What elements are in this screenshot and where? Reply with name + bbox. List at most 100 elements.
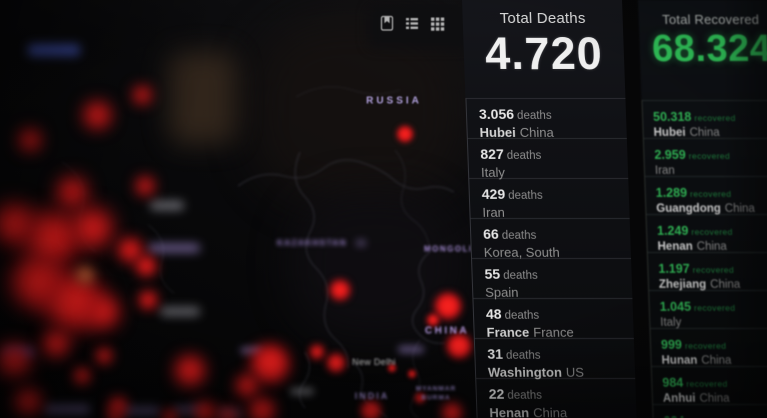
recovered-count: 1.289 bbox=[655, 186, 688, 200]
recovered-count: 1.197 bbox=[658, 262, 690, 276]
country-name: China bbox=[519, 125, 554, 140]
region-name: Zhejiang bbox=[658, 279, 707, 291]
country-name: China bbox=[699, 393, 730, 405]
region-name: Hunan bbox=[661, 355, 698, 367]
death-count: 31 bbox=[487, 346, 504, 362]
death-unit-label: deaths bbox=[501, 230, 537, 242]
recovered-count: 1.249 bbox=[656, 224, 689, 238]
bookmark-icon[interactable] bbox=[380, 15, 394, 32]
total-deaths-value: 4.720 bbox=[484, 28, 604, 79]
total-recovered-panel: Total Recovered 68.324 50.318 recovered H… bbox=[638, 0, 767, 418]
grid-icon[interactable] bbox=[430, 15, 445, 32]
death-count: 22 bbox=[488, 386, 505, 402]
recovered-list: 50.318 recovered Hubei China 2.959 recovere… bbox=[641, 100, 767, 418]
deaths-list-item[interactable]: 429 deaths Iran bbox=[469, 178, 630, 220]
country-name: Korea, South bbox=[483, 245, 560, 260]
recovered-list-item[interactable]: 1.045 recovered Italy bbox=[649, 290, 767, 329]
death-unit-label: deaths bbox=[504, 310, 540, 322]
total-recovered-value: 68.324 bbox=[651, 28, 767, 70]
total-deaths-header: Total Deaths 4.720 bbox=[462, 0, 625, 98]
death-count: 66 bbox=[482, 226, 500, 242]
country-name: Italy bbox=[480, 165, 506, 180]
recovered-list-item[interactable]: 1.289 recovered Guangdong China bbox=[645, 176, 767, 215]
recovered-unit-label: recovered bbox=[691, 227, 733, 237]
deaths-list-item[interactable]: 48 deaths France France bbox=[473, 298, 634, 340]
recovered-list-item[interactable]: 999 recovered Hunan China bbox=[650, 328, 767, 367]
map-label: CHINA bbox=[424, 325, 470, 337]
map-label: BURMA bbox=[421, 394, 451, 402]
total-recovered-title: Total Recovered bbox=[661, 12, 760, 27]
recovered-count: 934 bbox=[663, 414, 684, 418]
recovered-unit-label: recovered bbox=[686, 379, 728, 389]
region-name: Guangdong bbox=[656, 203, 722, 215]
death-unit-label: deaths bbox=[516, 110, 552, 122]
map-labels: RUSSIA KAZAKHSTAN MONGOLIA CHINA New Delhi IN… bbox=[277, 95, 478, 402]
region-name: France bbox=[486, 325, 530, 340]
total-deaths-panel: Total Deaths 4.720 3.056 deaths Hubei Chin… bbox=[462, 0, 637, 418]
region-name: Washington bbox=[487, 365, 563, 380]
recovered-unit-label: recovered bbox=[693, 303, 736, 313]
death-count: 827 bbox=[480, 146, 505, 162]
country-name: China bbox=[724, 203, 756, 215]
recovered-list-item[interactable]: 1.197 recovered Zhejiang China bbox=[647, 252, 767, 291]
deaths-list: 3.056 deaths Hubei China 827 deaths Italy 4… bbox=[465, 98, 637, 418]
map-toolbar bbox=[380, 15, 445, 32]
deaths-list-item[interactable]: 827 deaths Italy bbox=[467, 138, 629, 180]
map-label: MYANMAR bbox=[415, 385, 457, 393]
country-name: China bbox=[701, 355, 732, 367]
death-unit-label: deaths bbox=[506, 150, 542, 162]
country-name: China bbox=[696, 241, 728, 253]
recovered-list-item[interactable]: 984 recovered Anhui China bbox=[651, 366, 767, 405]
region-name: Anhui bbox=[662, 393, 696, 405]
map-label: RUSSIA bbox=[366, 95, 422, 107]
recovered-unit-label: recovered bbox=[684, 341, 727, 351]
region-name: Henan bbox=[657, 241, 693, 253]
country-name: Iran bbox=[482, 205, 506, 220]
recovered-list-item[interactable]: 934recovered JiangxiChina bbox=[653, 404, 767, 418]
map-label: KAZAKHSTAN bbox=[277, 238, 347, 248]
region-name: Henan bbox=[489, 405, 530, 418]
map-label: New Delhi bbox=[352, 357, 396, 367]
death-count: 48 bbox=[485, 306, 502, 322]
deaths-list-item[interactable]: 66 deaths Korea, South bbox=[470, 218, 632, 260]
deaths-list-item[interactable]: 31 deaths Washington US bbox=[474, 338, 636, 380]
recovered-unit-label: recovered bbox=[688, 151, 731, 161]
death-unit-label: deaths bbox=[503, 270, 538, 282]
recovered-unit-label: recovered bbox=[692, 265, 735, 275]
country-name: Spain bbox=[484, 285, 519, 300]
total-recovered-header: Total Recovered 68.324 bbox=[638, 0, 767, 100]
country-name: US bbox=[565, 365, 585, 380]
country-name: France bbox=[532, 325, 574, 340]
recovered-list-item[interactable]: 1.249 recovered Henan China bbox=[646, 214, 767, 253]
total-deaths-title: Total Deaths bbox=[499, 10, 586, 27]
recovered-count: 50.318 bbox=[652, 110, 692, 124]
world-map[interactable]: RUSSIA KAZAKHSTAN MONGOLIA CHINA New Delhi IN… bbox=[0, 0, 485, 418]
legend-icon[interactable] bbox=[405, 15, 419, 32]
recovered-count: 1.045 bbox=[659, 300, 692, 314]
recovered-list-item[interactable]: 2.959 recovered Iran bbox=[643, 138, 767, 177]
deaths-list-item[interactable]: 55 deaths Spain bbox=[472, 258, 633, 300]
country-name: China bbox=[532, 405, 568, 418]
recovered-count: 999 bbox=[660, 338, 683, 352]
death-count: 429 bbox=[481, 186, 506, 202]
recovered-list-item[interactable]: 50.318 recovered Hubei China bbox=[642, 100, 767, 139]
recovered-count: 2.959 bbox=[654, 148, 686, 162]
map-label: INDIA bbox=[354, 391, 390, 401]
death-unit-label: deaths bbox=[507, 390, 543, 402]
country-name: Iran bbox=[654, 165, 676, 177]
deaths-list-item[interactable]: 22 deaths Henan China bbox=[476, 378, 637, 418]
recovered-count: 984 bbox=[662, 376, 684, 390]
death-count: 55 bbox=[484, 266, 501, 282]
country-name: Italy bbox=[660, 317, 682, 329]
deaths-list-item[interactable]: 3.056 deaths Hubei China bbox=[466, 98, 627, 140]
country-name: China bbox=[710, 279, 741, 291]
recovered-unit-label: recovered bbox=[689, 189, 732, 199]
death-unit-label: deaths bbox=[507, 190, 543, 202]
death-unit-label: deaths bbox=[505, 350, 541, 362]
recovered-unit-label: recovered bbox=[694, 113, 736, 123]
country-name: China bbox=[689, 127, 720, 139]
region-name: Hubei bbox=[479, 125, 517, 140]
death-count: 3.056 bbox=[478, 106, 515, 122]
region-name: Hubei bbox=[653, 127, 686, 139]
